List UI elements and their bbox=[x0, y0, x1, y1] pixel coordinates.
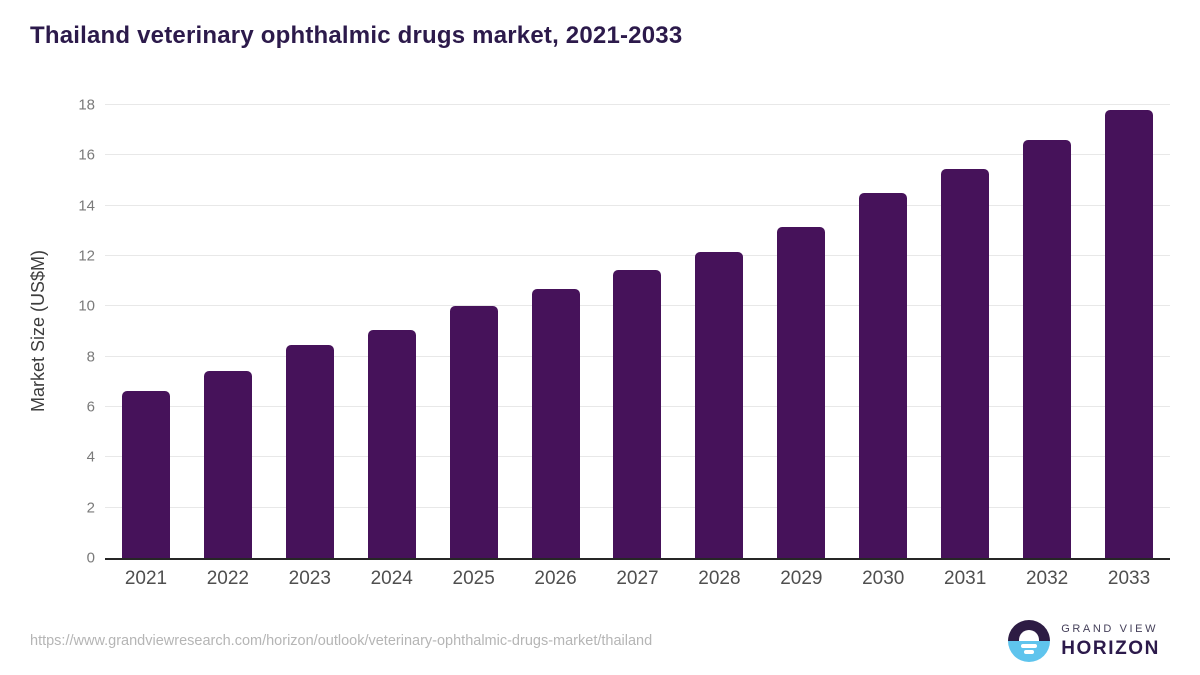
bar-slot-2031 bbox=[924, 105, 1006, 558]
x-tick-label-2033: 2033 bbox=[1107, 568, 1151, 589]
horizon-sun-icon bbox=[1008, 620, 1051, 662]
y-tick-label-16: 16 bbox=[78, 146, 95, 164]
bar-2033 bbox=[1105, 110, 1154, 558]
logo-sun-shape bbox=[1019, 630, 1040, 641]
x-tick-label-2031: 2031 bbox=[944, 568, 987, 589]
y-tick-label-8: 8 bbox=[86, 348, 95, 366]
bar-2026 bbox=[531, 288, 580, 558]
bar-slot-2024 bbox=[351, 105, 433, 558]
y-tick-label-12: 12 bbox=[78, 247, 95, 265]
logo-reflection-line-1 bbox=[1021, 644, 1038, 648]
logo-reflection-line-2 bbox=[1024, 650, 1035, 654]
gridline-18 bbox=[105, 104, 1170, 105]
x-tick-label-2023: 2023 bbox=[288, 568, 331, 589]
bar-slot-2030 bbox=[842, 105, 924, 558]
y-axis-title-text: Market Size (US$M) bbox=[28, 250, 48, 413]
bar-slot-2022 bbox=[187, 105, 269, 558]
bar-2025 bbox=[449, 306, 498, 558]
y-tick-label-6: 6 bbox=[86, 398, 95, 416]
x-tick-label-2022: 2022 bbox=[206, 568, 250, 589]
bar-slot-2026 bbox=[515, 105, 597, 558]
y-tick-label-18: 18 bbox=[78, 96, 95, 114]
x-axis-labels: 2021 2022 2023 2024 2025 2026 2027 2028 2029 2030… bbox=[105, 568, 1170, 590]
gridline-16 bbox=[105, 154, 1170, 156]
bar-2021 bbox=[121, 390, 170, 558]
gridline-14 bbox=[105, 204, 1170, 206]
gridline-12 bbox=[105, 255, 1170, 257]
bar-2030 bbox=[859, 193, 908, 558]
logo-product-line: HORIZON bbox=[1061, 637, 1160, 659]
bar-slot-2027 bbox=[597, 105, 679, 558]
bar-2032 bbox=[1023, 140, 1072, 558]
bar-slot-2028 bbox=[678, 105, 760, 558]
x-tick-label-2026: 2026 bbox=[534, 568, 577, 589]
logo-text: GRAND VIEW HORIZON bbox=[1061, 623, 1160, 660]
x-tick-label-2029: 2029 bbox=[780, 568, 823, 589]
logo-brand-line: GRAND VIEW bbox=[1061, 622, 1159, 635]
x-tick-label-2032: 2032 bbox=[1025, 568, 1069, 589]
y-tick-label-4: 4 bbox=[86, 448, 95, 466]
bar-slot-2033 bbox=[1088, 105, 1170, 558]
bar-2023 bbox=[285, 345, 334, 558]
x-tick-label-2021: 2021 bbox=[124, 568, 168, 589]
x-tick-label-2030: 2030 bbox=[862, 568, 905, 589]
x-tick-label-2025: 2025 bbox=[452, 568, 495, 589]
bar-2022 bbox=[203, 370, 252, 558]
y-axis-title: Market Size (US$M) bbox=[28, 105, 49, 558]
bar-2024 bbox=[367, 330, 416, 558]
page-title: Thailand veterinary ophthalmic drugs mar… bbox=[30, 22, 683, 49]
x-tick-label-2028: 2028 bbox=[698, 568, 741, 589]
y-tick-label-0: 0 bbox=[86, 549, 95, 567]
bar-slot-2029 bbox=[760, 105, 842, 558]
bar-slot-2025 bbox=[433, 105, 515, 558]
bar-2027 bbox=[613, 269, 662, 558]
x-tick-label-2024: 2024 bbox=[370, 568, 413, 589]
bar-slot-2023 bbox=[269, 105, 351, 558]
bar-slot-2021 bbox=[105, 105, 187, 558]
source-url: https://www.grandviewresearch.com/horizo… bbox=[30, 633, 653, 649]
y-tick-label-10: 10 bbox=[78, 297, 95, 315]
bar-2029 bbox=[777, 227, 826, 558]
grand-view-horizon-logo: GRAND VIEW HORIZON bbox=[1008, 620, 1160, 662]
x-tick-label-2027: 2027 bbox=[616, 568, 659, 589]
bar-2028 bbox=[695, 252, 744, 558]
bar-series bbox=[105, 105, 1170, 558]
y-axis-ticks: 0 2 4 6 8 10 12 14 16 18 bbox=[55, 98, 95, 566]
y-tick-label-2: 2 bbox=[86, 499, 95, 517]
y-tick-label-14: 14 bbox=[78, 197, 95, 215]
bar-slot-2032 bbox=[1006, 105, 1088, 558]
plot-area bbox=[105, 104, 1170, 560]
bar-2031 bbox=[941, 169, 990, 558]
